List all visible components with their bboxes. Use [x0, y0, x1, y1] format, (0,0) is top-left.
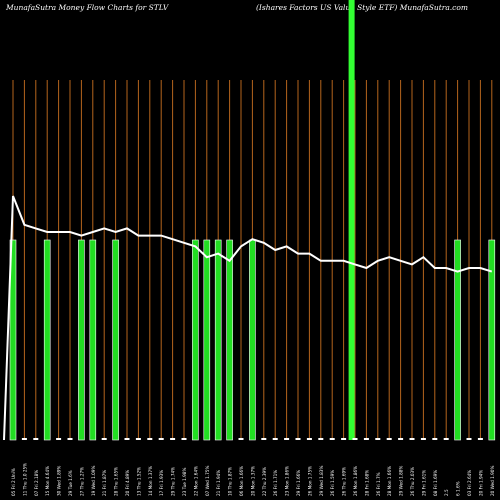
x-tick-label: 22 Mon 1.64%	[193, 466, 198, 496]
money-flow-bar	[9, 239, 17, 441]
money-flow-bar-empty	[101, 438, 107, 440]
x-tick-labels: 05 Fri 2 Uni% 11 Thu 1.0 25% 07 Fri 2.18% 1…	[11, 463, 495, 496]
money-flow-bar-empty	[295, 438, 301, 440]
x-tick-label: 15 Mon 4.64%	[45, 466, 50, 496]
highlight-marker	[348, 0, 355, 440]
x-tick-label: 05 Fri 2 Uni%	[11, 468, 16, 496]
x-tick-label: 22 Thu 2.39%	[262, 467, 267, 496]
x-tick-label: 29 Thu 1.74%	[171, 467, 176, 496]
x-tick-label: 6 1.6%	[456, 481, 461, 496]
x-tick-label: 03 Fri 2.64%	[467, 470, 472, 496]
x-tick-label: 17 Fri 1.93%	[159, 470, 164, 496]
money-flow-bar-empty	[147, 438, 153, 440]
x-tick-label: 26 Thu 2.03%	[410, 467, 415, 496]
x-tick-label: 2.5	[444, 489, 449, 496]
money-flow-bar-empty	[398, 438, 404, 440]
money-flow-bar-empty	[432, 438, 438, 440]
money-flow-bar	[112, 239, 119, 441]
grid-lines	[12, 80, 493, 440]
money-flow-bar-empty	[158, 438, 164, 440]
x-tick-label: 13 Thu 1.52%	[136, 467, 141, 496]
x-tick-label: 26 Fri 1.59%	[330, 470, 335, 496]
money-flow-bar-empty	[329, 438, 335, 440]
x-tick-label: 29 Tue 1.6%	[68, 470, 73, 496]
x-tick-label: 27 Thu 1.27%	[79, 467, 84, 496]
money-flow-bar	[78, 239, 85, 441]
money-flow-bar-empty	[318, 438, 324, 440]
x-tick-label: 29 Fri 1.61%	[421, 470, 426, 496]
chart-title: MunafaSutra Money Flow Charts for STLV	[6, 3, 169, 12]
price-line-layer	[3, 195, 493, 441]
x-tick-label: 29 Wed 1.83%	[319, 466, 324, 496]
money-flow-bar-empty	[181, 438, 187, 440]
x-tick-label: 29 Wed 1.88%	[399, 466, 404, 496]
money-flow-bar-empty	[386, 438, 392, 440]
x-tick-label: 28 Thu 1.65%	[114, 467, 119, 496]
page-title: MunafaSutra Money Flow Charts for STLV (…	[4, 0, 496, 16]
x-tick-label: 28 Mon 1.66%	[387, 466, 392, 496]
money-flow-bar-empty	[443, 438, 449, 440]
money-flow-bar-empty	[306, 438, 312, 440]
money-flow-bar	[192, 239, 199, 441]
highlight-bar	[348, 0, 355, 440]
x-tick-label: 06 Mon 1.66%	[239, 466, 244, 496]
money-flow-bar	[488, 239, 496, 441]
x-tick-label: 26 Thu 1.69%	[342, 467, 347, 496]
x-tick-label: 29 Fri 1.66%	[296, 470, 301, 496]
money-flow-bar-empty	[375, 438, 381, 440]
x-tick-label: 23 Mon 1.86%	[285, 466, 290, 496]
x-tick-label: 10 Thu 1.87%	[228, 467, 233, 496]
x-tick-label: 28 Fri 1.68%	[364, 470, 369, 496]
x-tick-label: 23 Tue 1.98%	[182, 468, 187, 496]
money-flow-bar	[249, 239, 256, 441]
money-flow-bar	[89, 239, 97, 441]
money-flow-bar-empty	[466, 438, 472, 440]
price-line	[3, 195, 493, 441]
money-flow-bars	[9, 239, 496, 441]
x-tick-label: 21 Fri 1.87%	[102, 470, 107, 496]
money-flow-bar-empty	[56, 438, 62, 440]
x-tick-label: 08 Fri 1.69%	[433, 470, 438, 496]
money-flow-bar-empty	[363, 438, 369, 440]
x-tick-label: 20 Fri 1.94%	[478, 470, 483, 496]
money-flow-bar-empty	[341, 438, 347, 440]
money-flow-bar	[203, 239, 211, 441]
money-flow-bar-empty	[238, 438, 244, 440]
money-flow-bar-empty	[67, 438, 73, 440]
money-flow-bar	[454, 239, 461, 441]
x-tick-label: 26 Fri 1.71%	[273, 470, 278, 496]
x-tick-label: 26 Mon 1.75%	[307, 466, 312, 496]
money-flow-bar-empty	[135, 438, 141, 440]
money-flow-bar-empty	[21, 438, 27, 440]
x-tick-label: 26 Fri 1.7%	[376, 472, 381, 496]
x-tick-label: 07 Wed 1.75%	[205, 466, 210, 496]
x-tick-label: 14 Mon 1.37%	[148, 466, 153, 496]
money-flow-bar	[226, 239, 233, 441]
x-tick-label: 20 Mon 1.37%	[250, 466, 255, 496]
money-flow-bar-empty	[477, 438, 483, 440]
money-flow-bar-empty	[33, 438, 39, 440]
money-flow-bar-empty	[272, 438, 278, 440]
money-flow-bar-empty	[420, 438, 426, 440]
money-flow-bar-empty	[284, 438, 290, 440]
x-tick-label: 11 Thu 1.0 25%	[22, 463, 27, 496]
x-tick-label: 20 Wed 1.90%	[490, 466, 495, 496]
money-flow-bar-empty	[124, 438, 130, 440]
x-tick-label: 30 Wed 1.89%	[57, 466, 62, 496]
x-tick-label: 26 Mon 1.86%	[353, 466, 358, 496]
x-tick-label: 07 Fri 2.18%	[34, 470, 39, 496]
x-tick-label: 20 Fri 4.89%	[125, 470, 130, 496]
money-flow-bar	[43, 239, 51, 441]
chart-subtitle: (Ishares Factors US Value Style ETF) Mun…	[256, 3, 469, 12]
money-flow-bar-empty	[352, 438, 358, 440]
x-tick-label: 21 Fri 1.94%	[216, 470, 221, 496]
money-flow-bar-empty	[170, 438, 176, 440]
money-flow-bar	[214, 239, 222, 441]
x-tick-label: 19 Wed 1.09%	[91, 466, 96, 496]
money-flow-bar-empty	[261, 438, 267, 440]
money-flow-bar-empty	[409, 438, 415, 440]
